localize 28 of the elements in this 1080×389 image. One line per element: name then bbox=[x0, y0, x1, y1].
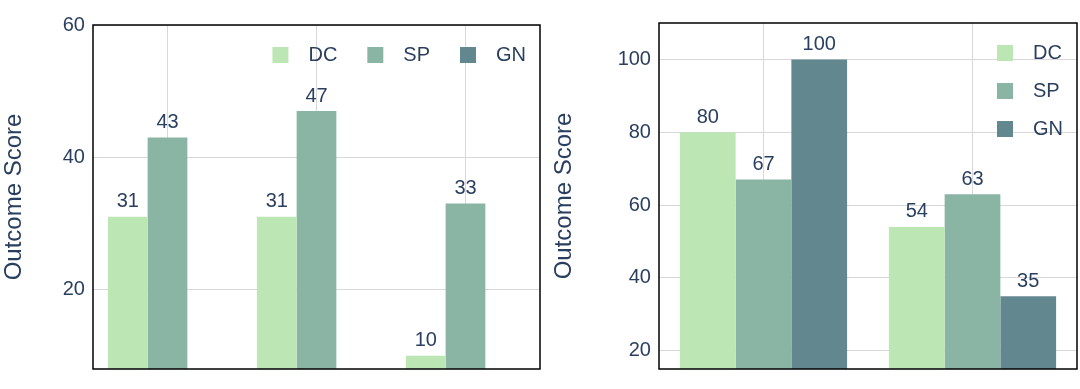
data-label: 100 bbox=[802, 31, 836, 54]
y-tick-label: 60 bbox=[628, 192, 651, 215]
data-label: 33 bbox=[454, 176, 477, 199]
data-label: 10 bbox=[414, 328, 437, 351]
legend-label: GN bbox=[496, 42, 526, 65]
data-label: 67 bbox=[752, 152, 775, 175]
legend-label: SP bbox=[403, 42, 431, 65]
y-tick-label: 80 bbox=[628, 119, 651, 142]
legend-label: SP bbox=[1033, 78, 1060, 101]
data-label: 47 bbox=[305, 83, 328, 106]
data-label: 43 bbox=[156, 109, 179, 132]
data-label: 31 bbox=[116, 189, 139, 212]
legend-label: GN bbox=[1033, 116, 1063, 139]
data-label: 63 bbox=[961, 166, 984, 189]
y-axis-title: Outcome Score bbox=[549, 112, 577, 280]
y-tick-label: 40 bbox=[628, 265, 651, 288]
y-tick-label: 100 bbox=[617, 46, 651, 69]
y-axis-title: Outcome Score bbox=[0, 113, 27, 281]
data-label: 35 bbox=[1017, 268, 1040, 291]
data-label: 54 bbox=[905, 199, 928, 222]
legend-label: DC bbox=[308, 42, 338, 65]
y-tick-label: 60 bbox=[62, 12, 85, 35]
data-label: 80 bbox=[696, 104, 719, 127]
y-tick-label: 20 bbox=[628, 338, 651, 361]
data-label: 31 bbox=[265, 189, 288, 212]
legend-label: DC bbox=[1033, 40, 1062, 63]
y-tick-label: 20 bbox=[62, 277, 85, 300]
y-tick-label: 40 bbox=[62, 144, 85, 167]
